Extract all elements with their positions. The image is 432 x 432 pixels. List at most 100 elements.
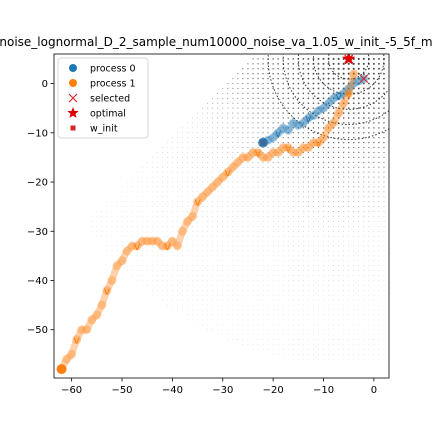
field-dot (141, 280, 143, 281)
field-dot (257, 92, 259, 95)
field-dot (307, 161, 309, 163)
field-dot (237, 171, 239, 173)
field-dot (267, 329, 269, 331)
field-dot (347, 112, 350, 114)
field-dot (292, 260, 294, 262)
field-dot (272, 151, 274, 154)
field-dot (352, 102, 355, 105)
field-dot (156, 186, 158, 188)
field-dot (232, 196, 234, 198)
field-dot (328, 191, 330, 193)
field-dot (267, 245, 269, 247)
field-dot (116, 206, 118, 207)
field-dot (237, 107, 239, 109)
field-dot (161, 235, 163, 237)
field-dot (308, 319, 309, 321)
field-dot (373, 294, 375, 296)
data-point (147, 236, 157, 246)
field-dot (378, 314, 380, 316)
field-dot (262, 58, 264, 60)
field-dot (282, 142, 284, 144)
field-dot (131, 196, 133, 198)
field-dot (267, 349, 269, 350)
field-dot (237, 275, 239, 276)
field-dot (353, 329, 355, 331)
field-dot (106, 225, 108, 227)
field-dot (166, 147, 168, 148)
field-dot (187, 211, 188, 212)
field-dot (282, 255, 284, 257)
field-dot (323, 304, 324, 306)
field-dot (257, 206, 259, 207)
field-dot (338, 319, 339, 321)
field-dot (353, 186, 355, 188)
field-dot (207, 255, 208, 257)
field-dot (362, 82, 365, 85)
field-dot (156, 216, 158, 217)
field-dot (182, 280, 183, 281)
field-dot (272, 58, 274, 60)
field-dot (297, 166, 299, 168)
field-dot (212, 206, 214, 207)
field-dot (368, 314, 370, 316)
field-dot (267, 77, 269, 80)
field-dot (373, 127, 375, 129)
field-dot (257, 260, 259, 262)
field-dot (267, 127, 269, 129)
field-dot (247, 132, 249, 134)
field-dot (318, 349, 319, 350)
field-dot (197, 245, 198, 247)
field-dot (237, 270, 239, 272)
field-dot (318, 206, 319, 208)
field-dot (333, 299, 334, 301)
field-dot (151, 221, 153, 222)
field-dot (222, 191, 224, 193)
field-dot (121, 211, 123, 212)
field-dot (237, 240, 239, 242)
field-dot (166, 250, 168, 252)
field-dot (217, 112, 219, 114)
field-dot (328, 245, 329, 247)
field-dot (262, 299, 264, 301)
field-dot (267, 235, 269, 237)
field-dot (373, 132, 375, 134)
field-dot (303, 349, 304, 350)
field-dot (262, 87, 264, 90)
field-dot (222, 117, 224, 119)
field-dot (161, 201, 163, 203)
field-dot (232, 117, 234, 119)
field-dot (332, 92, 335, 95)
field-dot (348, 334, 350, 336)
field-dot (217, 255, 219, 257)
field-dot (338, 186, 340, 188)
field-dot (257, 196, 259, 198)
field-dot (267, 151, 269, 154)
field-dot (202, 240, 203, 242)
field-dot (267, 82, 269, 85)
field-dot (363, 136, 365, 139)
data-point (319, 103, 329, 113)
field-dot (247, 156, 249, 158)
field-dot (242, 309, 244, 311)
field-dot (353, 235, 355, 237)
field-dot (207, 191, 208, 193)
field-dot (297, 191, 299, 193)
field-dot (182, 290, 183, 291)
field-dot (282, 304, 284, 306)
field-dot (338, 265, 339, 267)
field-dot (151, 265, 153, 267)
field-dot (348, 349, 350, 350)
field-dot (277, 225, 279, 227)
field-dot (207, 309, 208, 311)
field-dot (328, 304, 329, 306)
step-marker: v (134, 240, 141, 253)
field-dot (111, 216, 113, 217)
field-dot (332, 97, 335, 100)
field-dot (297, 102, 300, 105)
data-point (188, 211, 198, 221)
field-dot (242, 270, 244, 272)
field-dot (262, 240, 264, 242)
field-dot (308, 290, 309, 291)
field-dot (197, 230, 198, 232)
field-dot (237, 290, 239, 291)
